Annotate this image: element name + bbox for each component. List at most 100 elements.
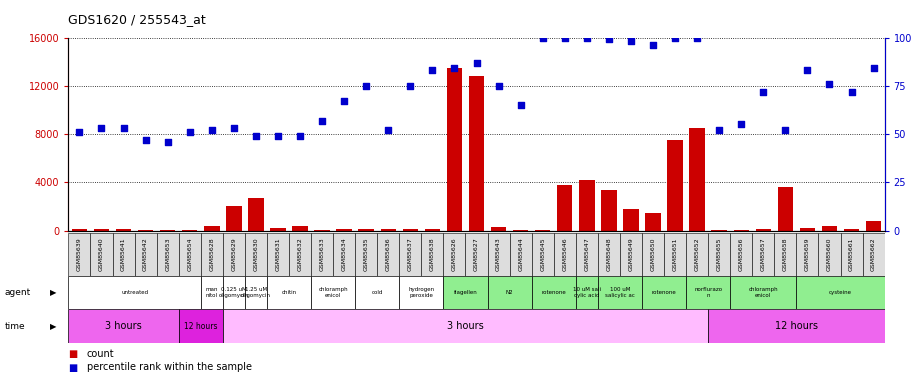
Text: N2: N2	[506, 290, 513, 295]
Bar	[267, 232, 289, 276]
Point	[711, 127, 726, 133]
Point	[292, 133, 307, 139]
Bar	[730, 276, 795, 309]
Point	[557, 34, 571, 40]
Point	[755, 88, 770, 94]
Point	[469, 60, 484, 66]
Bar	[535, 230, 550, 231]
Text: GSM85660: GSM85660	[826, 238, 831, 271]
Text: GSM85632: GSM85632	[297, 238, 302, 272]
Text: GSM85631: GSM85631	[275, 238, 281, 271]
Text: ■: ■	[68, 363, 77, 372]
Text: GSM85630: GSM85630	[253, 238, 258, 271]
Text: ▶: ▶	[50, 322, 56, 331]
Bar	[843, 230, 858, 231]
Bar	[245, 276, 267, 309]
Text: untreated: untreated	[121, 290, 148, 295]
Text: GSM85658: GSM85658	[782, 238, 787, 271]
Bar	[641, 232, 663, 276]
Text: GSM85654: GSM85654	[187, 238, 192, 271]
Text: 12 hours: 12 hours	[184, 322, 218, 331]
Point	[249, 133, 263, 139]
Bar	[380, 230, 395, 231]
Bar	[840, 232, 862, 276]
Bar	[222, 232, 245, 276]
Bar	[799, 228, 814, 231]
Bar	[68, 276, 200, 309]
Point	[336, 98, 351, 104]
Point	[799, 68, 814, 74]
Text: GSM85652: GSM85652	[694, 238, 699, 271]
Bar	[578, 180, 594, 231]
Text: agent: agent	[5, 288, 31, 297]
Bar	[179, 309, 222, 343]
Bar	[135, 232, 157, 276]
Bar	[490, 227, 506, 231]
Bar	[311, 276, 354, 309]
Text: percentile rank within the sample: percentile rank within the sample	[87, 363, 251, 372]
Text: flagellen: flagellen	[453, 290, 476, 295]
Bar	[512, 230, 527, 231]
Bar	[622, 209, 638, 231]
Bar	[159, 230, 175, 231]
Bar	[689, 128, 704, 231]
Bar	[402, 230, 417, 231]
Text: GSM85645: GSM85645	[539, 238, 545, 271]
Bar	[289, 232, 311, 276]
Bar	[204, 226, 220, 231]
Bar	[865, 221, 880, 231]
Text: ■: ■	[68, 350, 77, 359]
Bar	[685, 276, 730, 309]
Bar	[200, 276, 222, 309]
Text: GSM85638: GSM85638	[429, 238, 435, 271]
Bar	[267, 276, 311, 309]
Bar	[354, 276, 399, 309]
Bar	[598, 276, 641, 309]
Text: man
nitol: man nitol	[205, 287, 218, 298]
Bar	[68, 309, 179, 343]
Text: GSM85657: GSM85657	[760, 238, 765, 271]
Text: GSM85650: GSM85650	[650, 238, 655, 271]
Bar	[226, 207, 241, 231]
Text: rotenone: rotenone	[651, 290, 676, 295]
Bar	[641, 276, 685, 309]
Bar	[575, 276, 598, 309]
Bar	[222, 276, 245, 309]
Point	[314, 117, 329, 123]
Point	[138, 137, 153, 143]
Bar	[399, 276, 443, 309]
Text: 0.125 uM
oligomycin: 0.125 uM oligomycin	[219, 287, 249, 298]
Text: GSM85637: GSM85637	[407, 238, 413, 272]
Point	[182, 129, 197, 135]
Text: GSM85648: GSM85648	[606, 238, 610, 271]
Bar	[157, 232, 179, 276]
Text: GSM85649: GSM85649	[628, 238, 633, 272]
Point	[160, 139, 175, 145]
Point	[204, 127, 219, 133]
Text: GSM85653: GSM85653	[165, 238, 170, 271]
Text: GSM85643: GSM85643	[496, 238, 500, 272]
Text: 3 hours: 3 hours	[105, 321, 142, 331]
Bar	[575, 232, 598, 276]
Bar	[270, 228, 285, 231]
Point	[601, 36, 616, 42]
Bar	[94, 229, 109, 231]
Bar	[487, 276, 531, 309]
Text: GSM85656: GSM85656	[738, 238, 743, 271]
Bar	[179, 232, 200, 276]
Bar	[377, 232, 399, 276]
Point	[733, 122, 748, 128]
Text: GSM85647: GSM85647	[584, 238, 589, 272]
Bar	[707, 309, 884, 343]
Text: GSM85651: GSM85651	[671, 238, 677, 271]
Bar	[487, 232, 509, 276]
Point	[822, 81, 836, 87]
Point	[689, 34, 703, 40]
Bar	[200, 232, 222, 276]
Text: GSM85659: GSM85659	[804, 238, 809, 271]
Point	[94, 125, 108, 131]
Point	[844, 88, 858, 94]
Bar	[311, 232, 333, 276]
Bar	[182, 230, 198, 231]
Text: chitin: chitin	[281, 290, 296, 295]
